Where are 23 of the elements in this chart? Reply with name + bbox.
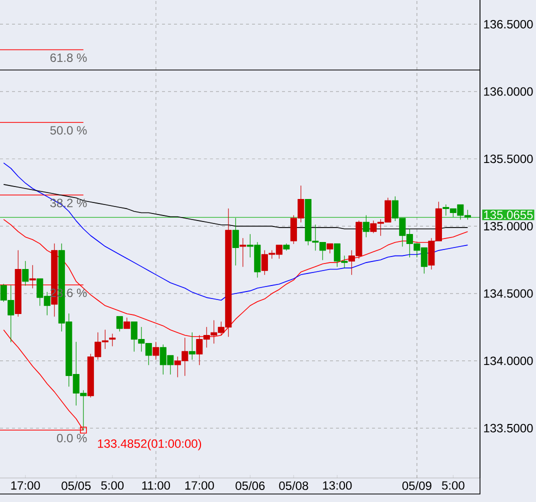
x-tick-label: 11:00 — [142, 481, 170, 490]
x-tick-label: 17:00 — [185, 481, 214, 490]
x-tick-label: 05/06 — [236, 481, 265, 490]
x-tick-label: 13:00 — [323, 481, 352, 490]
ref-line-label: 0.0 % — [56, 434, 87, 442]
ref-line-label: 135.0655 — [484, 210, 533, 220]
y-tick-label: 135.5000 — [484, 154, 533, 164]
y-tick-label: 133.5000 — [484, 424, 533, 432]
x-tick-label: 5:00 — [442, 481, 464, 490]
x-tick-label: 05/08 — [279, 481, 308, 490]
ref-line-label: 50.0 % — [50, 126, 87, 135]
y-tick-label: 134.5000 — [484, 289, 533, 298]
y-tick-label: 136.0000 — [484, 87, 533, 96]
x-tick-label: 05/09 — [402, 481, 432, 490]
ref-line-label: 61.8 % — [50, 53, 87, 62]
ref-line-label: 23.6 % — [50, 288, 87, 298]
y-tick-label: 135.0000 — [484, 222, 533, 230]
y-tick-label: 134.0000 — [484, 356, 533, 366]
x-tick-label: 17:00 — [11, 481, 40, 490]
x-tick-label: 5:00 — [101, 481, 124, 490]
x-tick-label: 05/05 — [62, 481, 91, 490]
y-tick-label: 136.5000 — [484, 20, 533, 28]
data-label: 133.4852(01:00:00) — [98, 439, 202, 450]
